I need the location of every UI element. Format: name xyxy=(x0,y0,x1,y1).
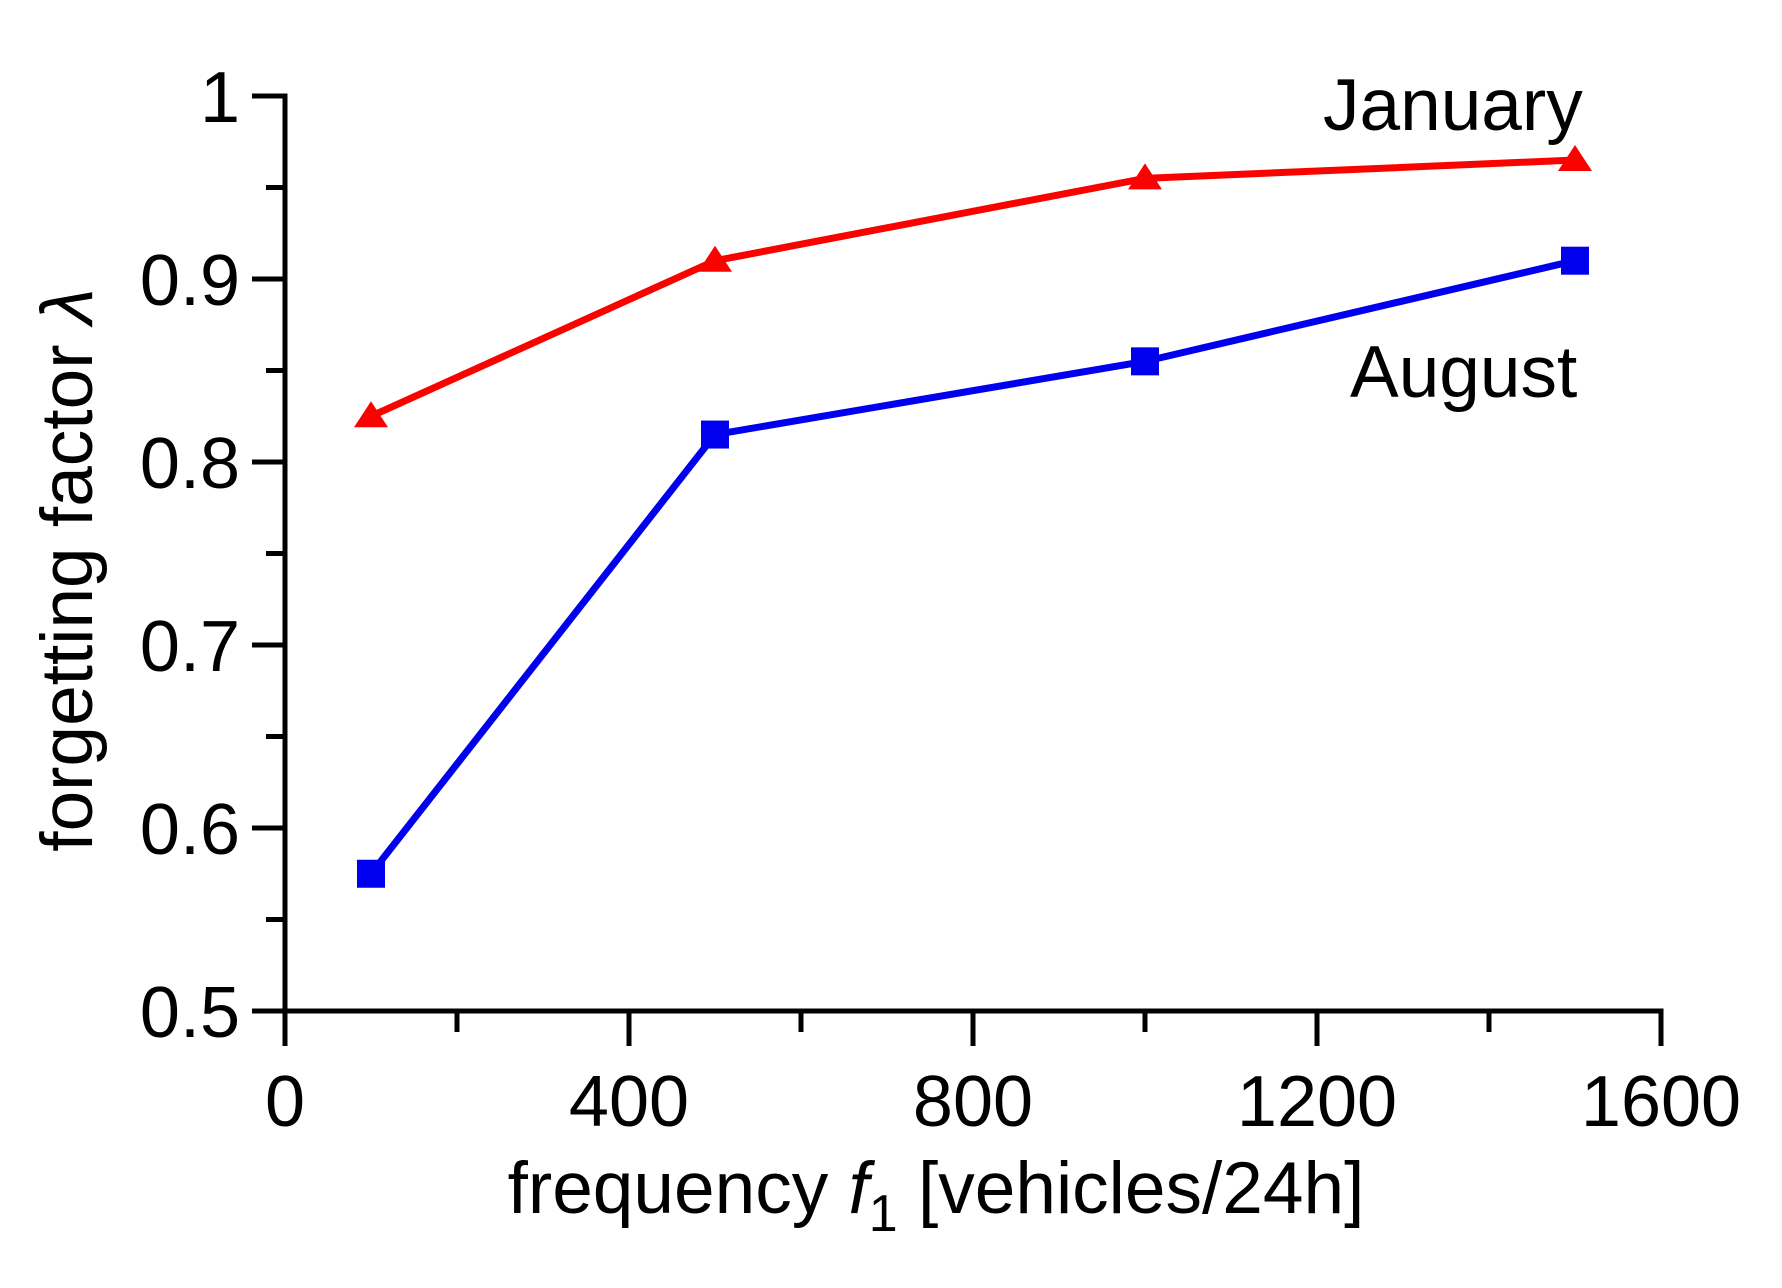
x-tick-label: 400 xyxy=(569,1062,689,1142)
x-axis-label: frequency f1 [vehicles/24h] xyxy=(508,1148,1365,1243)
series-label-january: January xyxy=(1323,65,1583,146)
x-axis-label-prefix: frequency xyxy=(508,1148,849,1229)
y-tick-label: 0.8 xyxy=(140,424,240,504)
y-tick-label: 1 xyxy=(200,58,240,138)
x-axis-label-suffix: [vehicles/24h] xyxy=(898,1148,1365,1229)
series-august-line xyxy=(368,257,1576,876)
series-august xyxy=(357,246,1589,888)
series-january-marker xyxy=(698,245,732,272)
series-august-marker xyxy=(701,420,729,449)
x-axis-label-subscript: 1 xyxy=(869,1185,898,1243)
y-axis-label: forgetting factor λ xyxy=(27,288,108,851)
y-tick-label: 0.6 xyxy=(140,790,240,870)
x-tick-label: 1600 xyxy=(1581,1062,1741,1142)
series-august-marker xyxy=(1561,246,1589,275)
series-label-august: August xyxy=(1350,332,1577,413)
series-january-line xyxy=(369,156,1576,420)
series-august-marker xyxy=(1131,347,1159,376)
x-tick-label: 800 xyxy=(913,1062,1033,1142)
series-january-marker xyxy=(1128,163,1162,190)
series-january xyxy=(354,145,1592,428)
x-tick-label: 0 xyxy=(265,1062,305,1142)
x-tick-label: 1200 xyxy=(1237,1062,1397,1142)
y-axis-label-text: forgetting factor xyxy=(27,324,108,852)
y-tick-label: 0.9 xyxy=(140,241,240,321)
series-january-marker xyxy=(354,401,388,428)
series-august-marker xyxy=(357,859,385,888)
y-tick-label: 0.7 xyxy=(140,607,240,687)
lambda-symbol: λ xyxy=(27,288,108,328)
tick-label-layer: 0 400 800 1200 1600 1 0.9 0.8 0.7 0.6 0.5 xyxy=(140,58,1741,1142)
axes-layer xyxy=(252,93,1664,1046)
series-january-marker xyxy=(1558,145,1592,172)
series-layer xyxy=(354,145,1592,888)
y-tick-label: 0.5 xyxy=(140,973,240,1053)
